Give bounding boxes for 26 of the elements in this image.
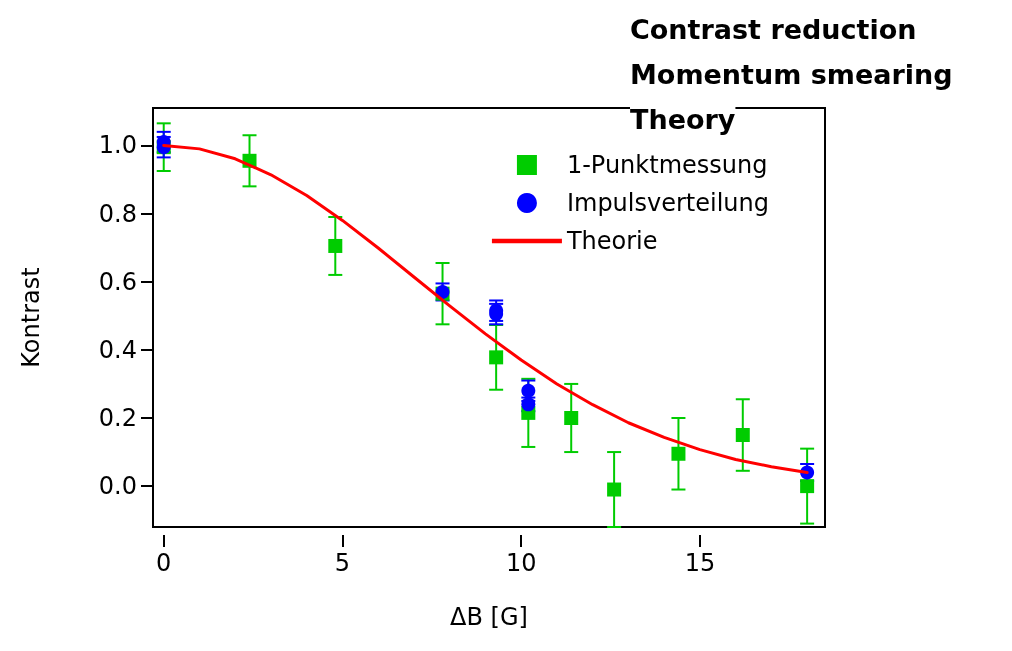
x-axis-title: ΔB [G] bbox=[450, 603, 528, 631]
y-tick-label: 1.0 bbox=[98, 131, 137, 160]
point bbox=[671, 446, 686, 461]
point bbox=[800, 479, 815, 494]
y-axis-title: Kontrast bbox=[17, 267, 45, 368]
y-tick-label: 0.0 bbox=[98, 472, 137, 501]
point bbox=[564, 410, 579, 425]
x-tick-label: 10 bbox=[505, 549, 537, 577]
legend-label: 1-Punktmessung bbox=[566, 151, 768, 179]
text: Contrast reduction bbox=[630, 14, 917, 45]
point bbox=[607, 482, 622, 497]
x-tick-label: 5 bbox=[334, 549, 351, 577]
legend-label: Impulsverteilung bbox=[566, 189, 769, 217]
point bbox=[521, 383, 536, 398]
annotation: Theory bbox=[630, 104, 736, 135]
y-tick-label: 0.4 bbox=[98, 335, 137, 364]
y-tick-label: 0.6 bbox=[98, 267, 137, 296]
point bbox=[735, 428, 750, 443]
point bbox=[489, 350, 504, 365]
point bbox=[328, 238, 343, 253]
y-tick-label: 0.2 bbox=[98, 403, 137, 432]
x-tick-label: 0 bbox=[156, 549, 172, 577]
legend-label: Theorie bbox=[565, 227, 658, 255]
x-tick-label: 15 bbox=[684, 549, 716, 577]
y-tick-label: 0.8 bbox=[98, 199, 137, 228]
text: Momentum smearing bbox=[630, 59, 953, 90]
